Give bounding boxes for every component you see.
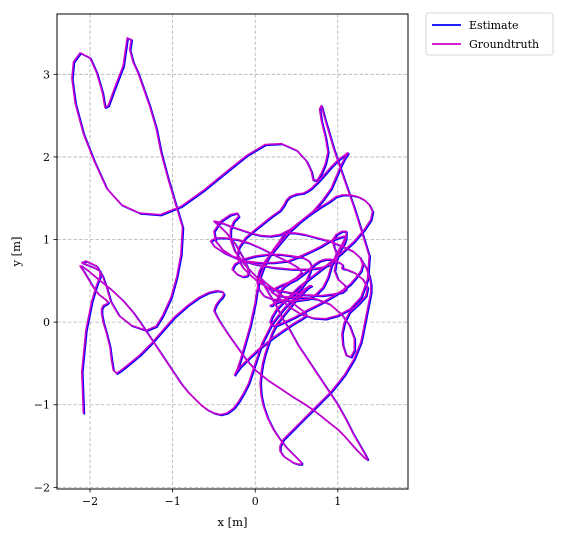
y-tick-label: −2	[34, 481, 50, 494]
series-line-groundtruth	[71, 37, 374, 465]
grid	[57, 14, 408, 489]
y-tick-label: 3	[43, 68, 50, 81]
legend-entry-label: Estimate	[469, 19, 519, 32]
x-tick-label: −2	[82, 495, 98, 508]
series-group	[71, 37, 375, 466]
y-tick-label: 2	[43, 151, 50, 164]
legend: Estimate Groundtruth	[425, 12, 554, 56]
ticks: −2 −1 0 1 −2 −1 0 1 2 3	[34, 68, 342, 508]
y-tick-label: −1	[34, 399, 50, 412]
x-axis-label: x [m]	[217, 515, 247, 529]
y-tick-label: 0	[43, 316, 50, 329]
y-axis-label: y [m]	[9, 236, 23, 267]
legend-entry-label: Groundtruth	[469, 38, 539, 51]
plot-frame	[56, 13, 409, 490]
x-tick-label: 1	[334, 495, 341, 508]
x-tick-label: 0	[252, 495, 259, 508]
x-tick-label: −1	[165, 495, 181, 508]
y-tick-label: 1	[43, 234, 50, 247]
